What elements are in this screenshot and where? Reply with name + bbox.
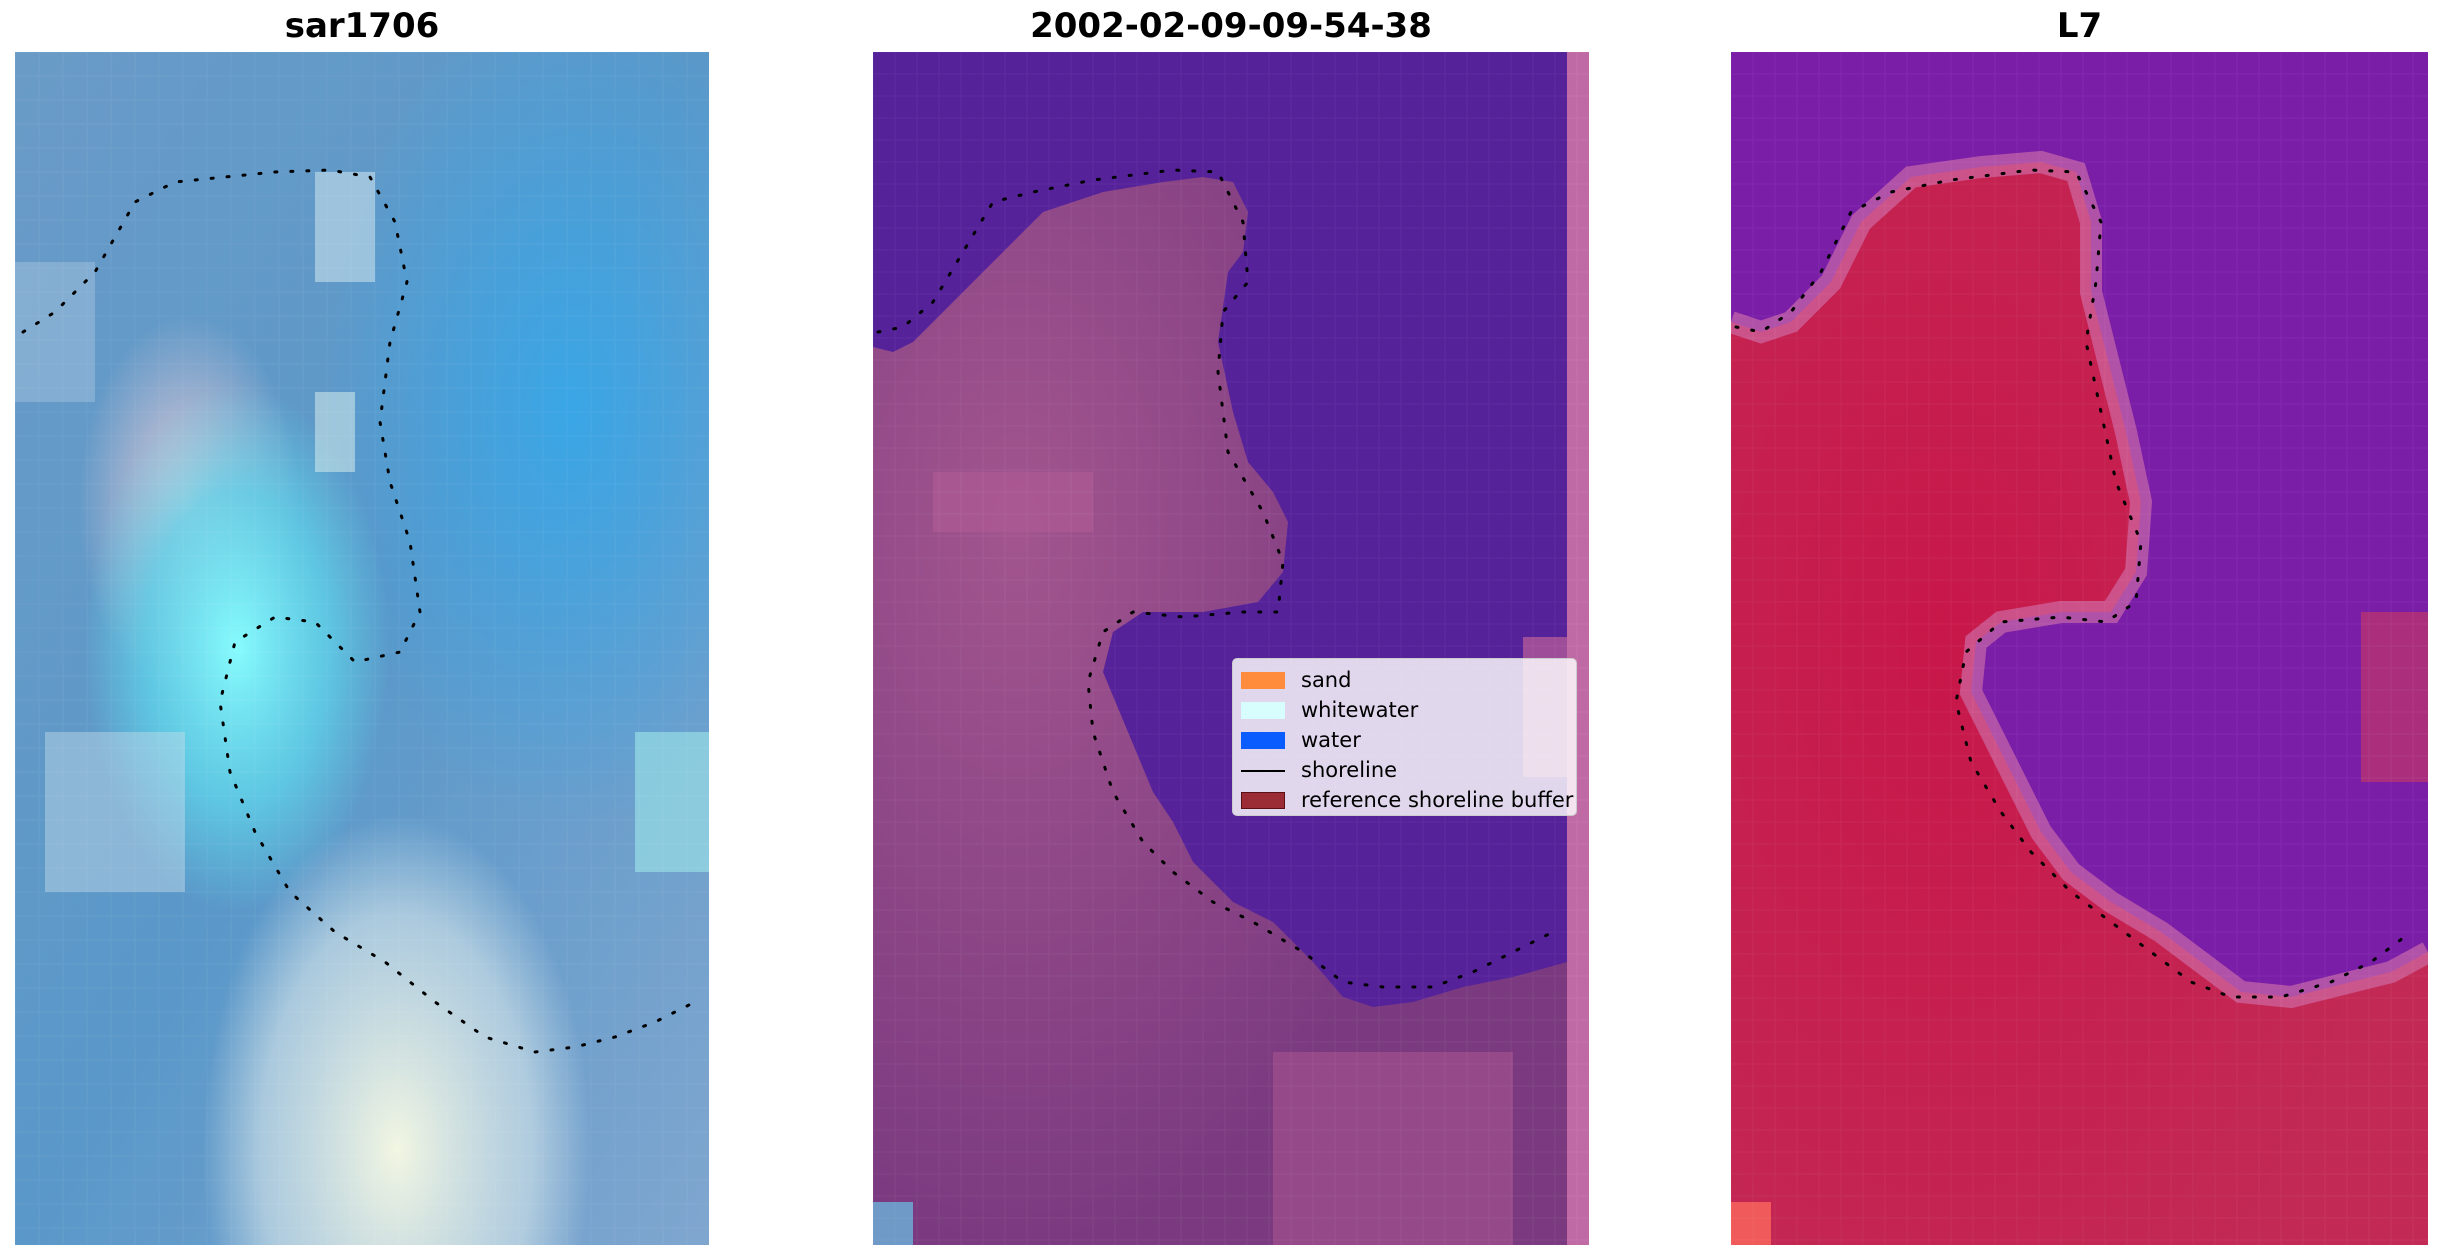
legend-item-sand: sand [1241, 665, 1568, 695]
panel-title-classification: 2002-02-09-09-54-38 [1030, 6, 1432, 46]
rgb-image-panel [15, 52, 709, 1245]
legend-item-whitewater: whitewater [1241, 695, 1568, 725]
panel-title-rgb: sar1706 [284, 6, 440, 46]
index-image [1731, 52, 2428, 1245]
legend-label-whitewater: whitewater [1301, 698, 1419, 722]
water-swatch [1241, 731, 1285, 749]
shoreline-swatch [1241, 762, 1285, 779]
classification-panel [873, 52, 1589, 1245]
classification-image [873, 52, 1589, 1245]
legend-item-shoreline: shoreline [1241, 755, 1568, 785]
whitewater-swatch [1241, 701, 1285, 719]
legend-label-reference-shoreline-buffer: reference shoreline buffer [1301, 788, 1574, 812]
legend-item-water: water [1241, 725, 1568, 755]
legend-label-water: water [1301, 728, 1361, 752]
rgb-image [15, 52, 709, 1245]
legend-label-shoreline: shoreline [1301, 758, 1398, 782]
index-panel [1731, 52, 2428, 1245]
reference-buffer-swatch [1241, 791, 1285, 809]
legend-label-sand: sand [1301, 668, 1352, 692]
sand-swatch [1241, 671, 1285, 689]
legend-item-reference-shoreline-buffer: reference shoreline buffer [1241, 785, 1573, 815]
legend: sand whitewater water shoreline referenc… [1232, 658, 1577, 816]
panel-title-index: L7 [2056, 6, 2103, 46]
